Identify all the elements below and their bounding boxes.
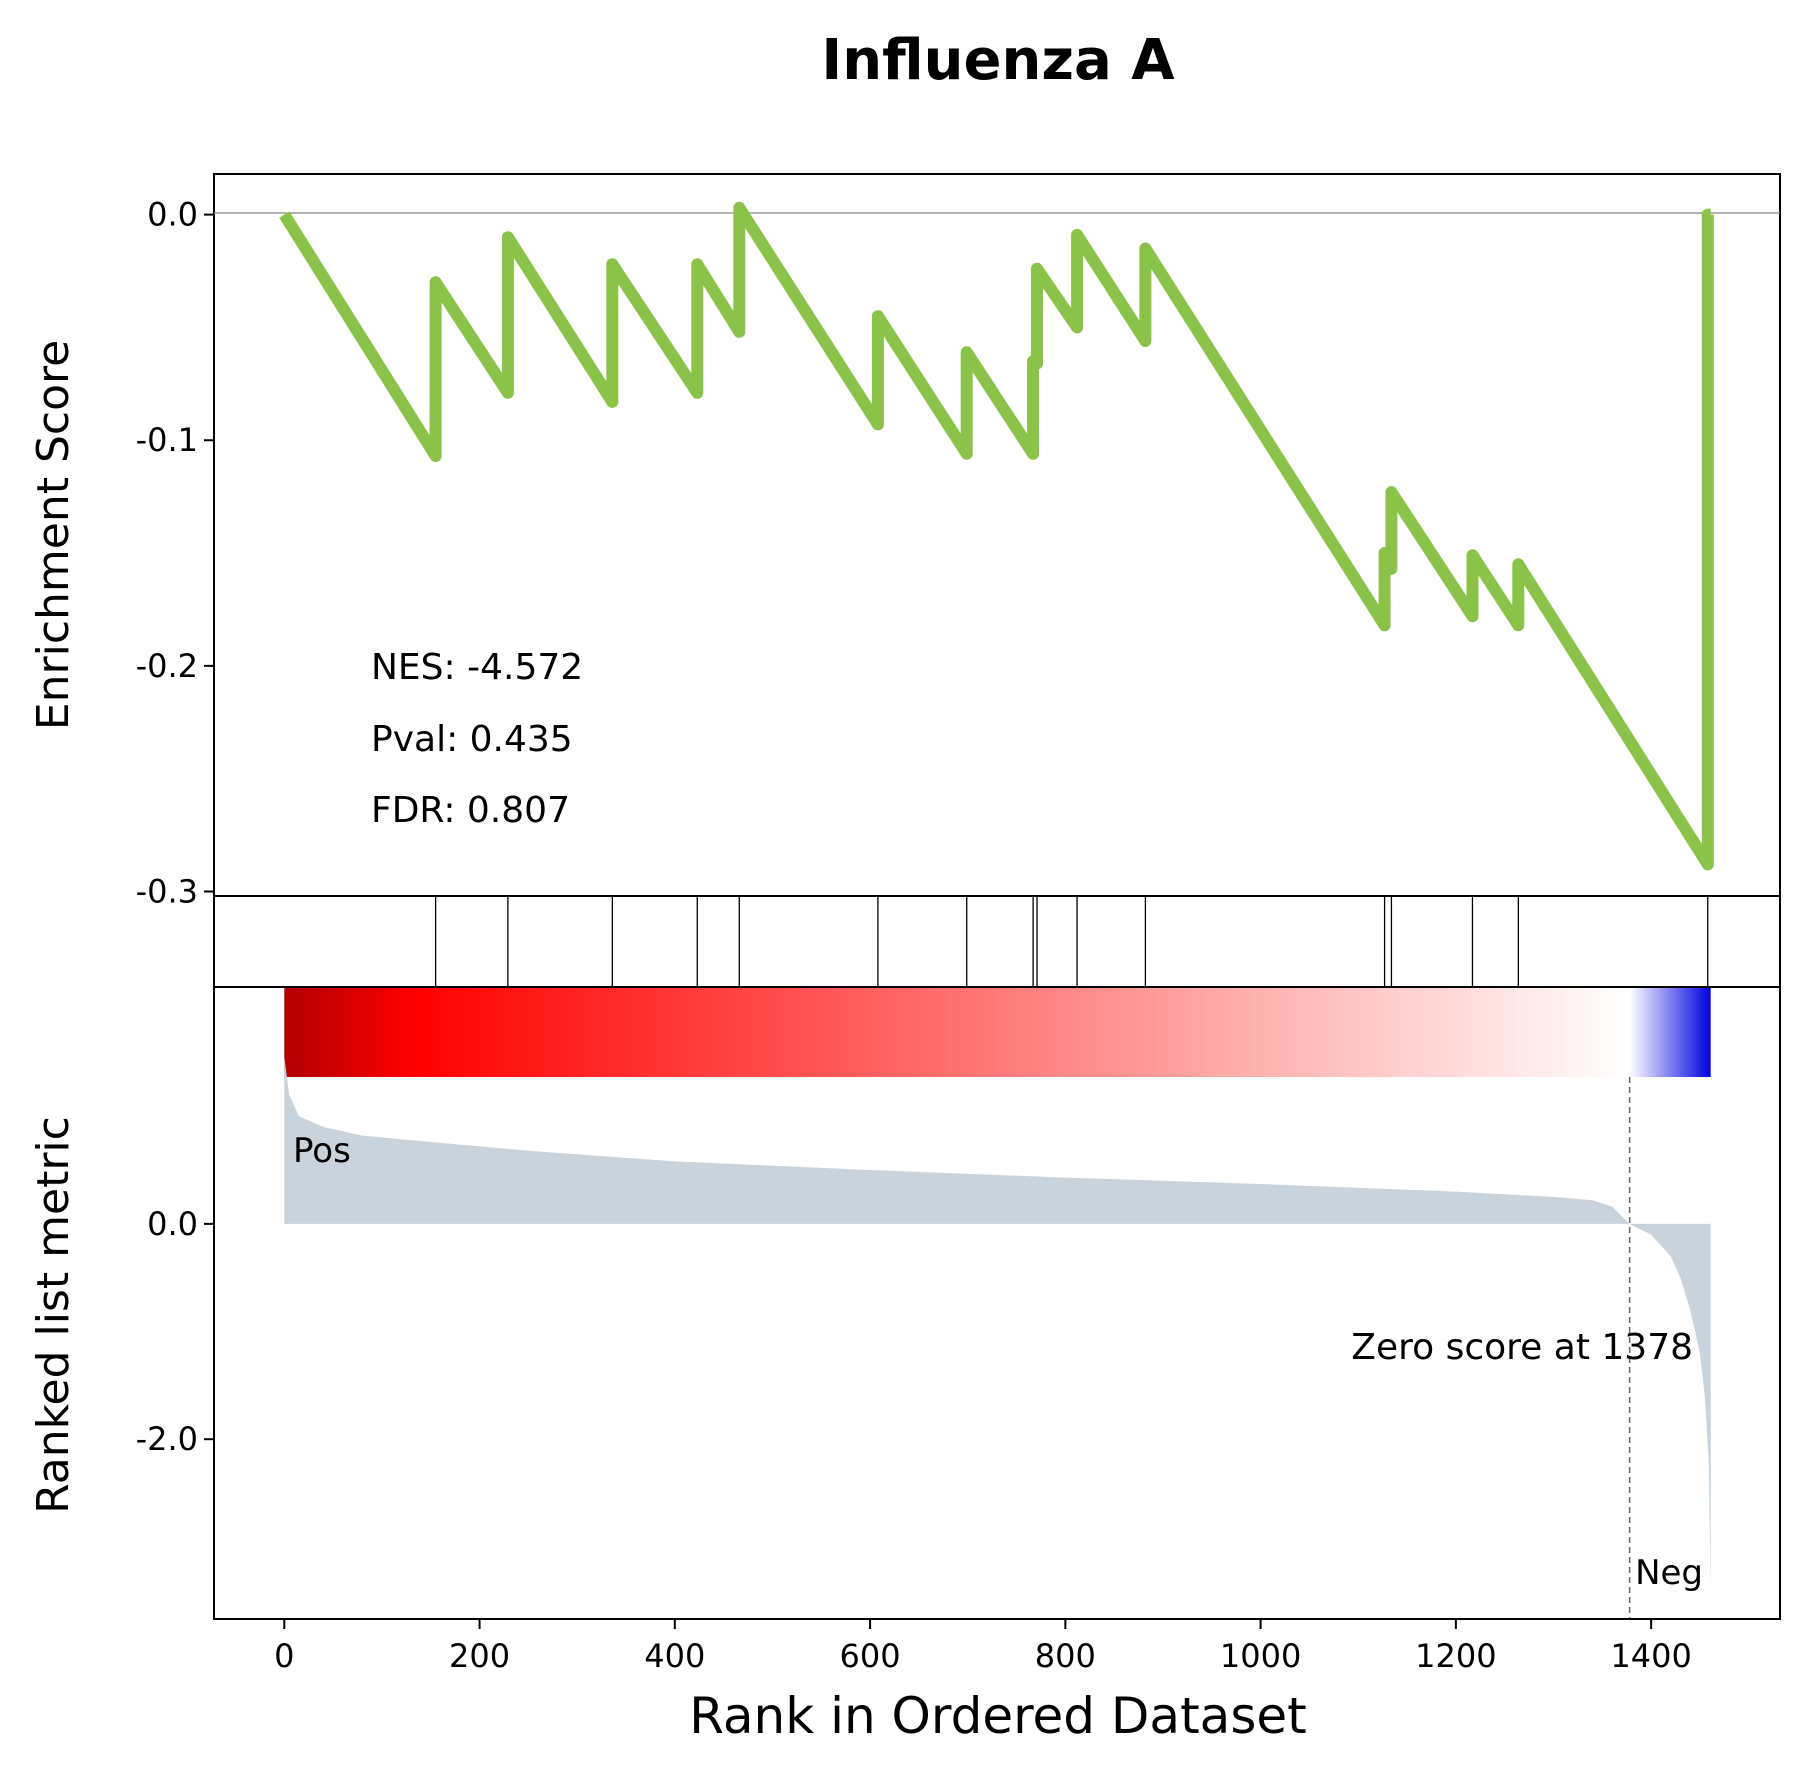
metric-panel: Pos Neg Zero score at 1378 0.0 -2.0 Ranke… — [28, 986, 1781, 1620]
x-tick-label: 1200 — [1415, 1637, 1496, 1675]
zero-score-label: Zero score at 1378 — [1351, 1327, 1693, 1368]
hits-panel-frame — [213, 895, 1781, 988]
x-tick-label: 1400 — [1610, 1637, 1691, 1675]
hit-lines — [434, 896, 1709, 987]
es-y-ticks: 0.0 -0.1 -0.2 -0.3 — [136, 196, 214, 910]
x-tick-label: 600 — [840, 1637, 901, 1675]
metric-y-tick-label: 0.0 — [147, 1205, 198, 1243]
es-y-axis-label: Enrichment Score — [28, 340, 79, 730]
metric-y-ticks: 0.0 -2.0 — [136, 1205, 214, 1458]
x-tick-label: 400 — [644, 1637, 705, 1675]
metric-panel-frame — [213, 986, 1781, 1620]
x-tick-label: 800 — [1035, 1637, 1096, 1675]
metric-y-tick-label: -2.0 — [136, 1420, 198, 1458]
pval-stat: Pval: 0.435 — [371, 719, 573, 760]
chart-title: Influenza A — [821, 28, 1175, 93]
ranked-metric-area — [284, 1057, 1711, 1590]
x-tick-label: 0 — [274, 1637, 294, 1675]
es-y-tick-label: -0.3 — [136, 872, 198, 910]
pos-label: Pos — [293, 1131, 351, 1171]
es-y-tick-label: -0.1 — [136, 421, 198, 459]
rank-heatmap-bar — [284, 988, 1711, 1077]
fdr-stat: FDR: 0.807 — [371, 790, 570, 831]
es-y-tick-label: 0.0 — [147, 196, 198, 234]
metric-y-axis-label: Ranked list metric — [28, 1116, 79, 1514]
es-panel-frame — [213, 173, 1781, 897]
hits-panel — [213, 895, 1781, 988]
es-panel: 0.0-0.1-0.2-0.3 NES: -4.572 Pval: 0.435 … — [28, 173, 1781, 910]
neg-label: Neg — [1635, 1553, 1703, 1593]
nes-stat: NES: -4.572 — [371, 647, 583, 688]
x-ticks: 0 200 400 600 800 1000 1200 1400 — [274, 1619, 1692, 1675]
x-tick-label: 200 — [449, 1637, 510, 1675]
x-tick-label: 1000 — [1220, 1637, 1301, 1675]
x-axis-label: Rank in Ordered Dataset — [689, 1687, 1306, 1745]
es-y-tick-label: -0.2 — [136, 647, 198, 685]
running-es-line — [279, 201, 1714, 871]
